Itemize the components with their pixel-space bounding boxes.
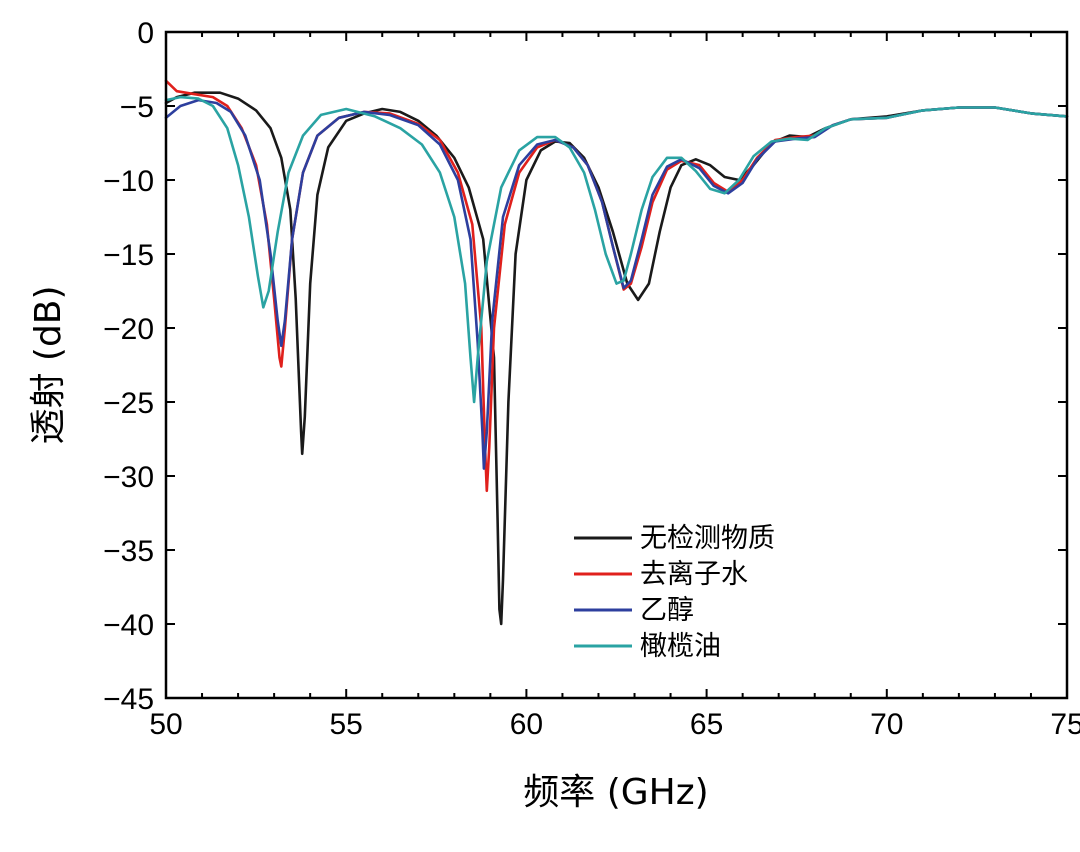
x-axis-title: 频率 (GHz) [523, 772, 708, 813]
y-tick-label-0: 0 [137, 17, 154, 50]
y-tick-label-8: −40 [103, 609, 154, 642]
y-tick-label-3: −15 [103, 239, 154, 272]
y-tick-label-9: −45 [103, 683, 154, 716]
axis-ticks [165, 31, 1068, 699]
y-tick-label-5: −25 [103, 387, 154, 420]
x-tick-label-0: 50 [149, 708, 182, 741]
y-tick-label-1: −5 [120, 91, 154, 124]
series-line-3 [164, 95, 1069, 404]
legend-label-2: 乙醇 [640, 595, 694, 626]
x-tick-labels: 50 55 60 65 70 75 [149, 708, 1080, 741]
y-axis-title: 透射 (dB) [28, 285, 69, 444]
legend-label-3: 橄榄油 [640, 631, 721, 662]
y-tick-label-4: −20 [103, 313, 154, 346]
y-tick-label-7: −35 [103, 535, 154, 568]
x-tick-label-4: 70 [870, 708, 903, 741]
series-line-0 [164, 91, 1069, 626]
x-tick-label-5: 75 [1050, 708, 1080, 741]
legend-label-1: 去离子水 [640, 559, 748, 590]
y-tick-label-6: −30 [103, 461, 154, 494]
y-tick-label-2: −10 [103, 165, 154, 198]
x-tick-label-2: 60 [510, 708, 543, 741]
x-tick-label-1: 55 [330, 708, 363, 741]
x-tick-label-3: 65 [690, 708, 723, 741]
y-tick-labels: 0 −5 −10 −15 −20 −25 −30 −35 −40 −45 [103, 17, 154, 716]
plot-lines [164, 79, 1069, 626]
plot-frame [164, 30, 1069, 700]
legend-label-0: 无检测物质 [640, 523, 775, 554]
